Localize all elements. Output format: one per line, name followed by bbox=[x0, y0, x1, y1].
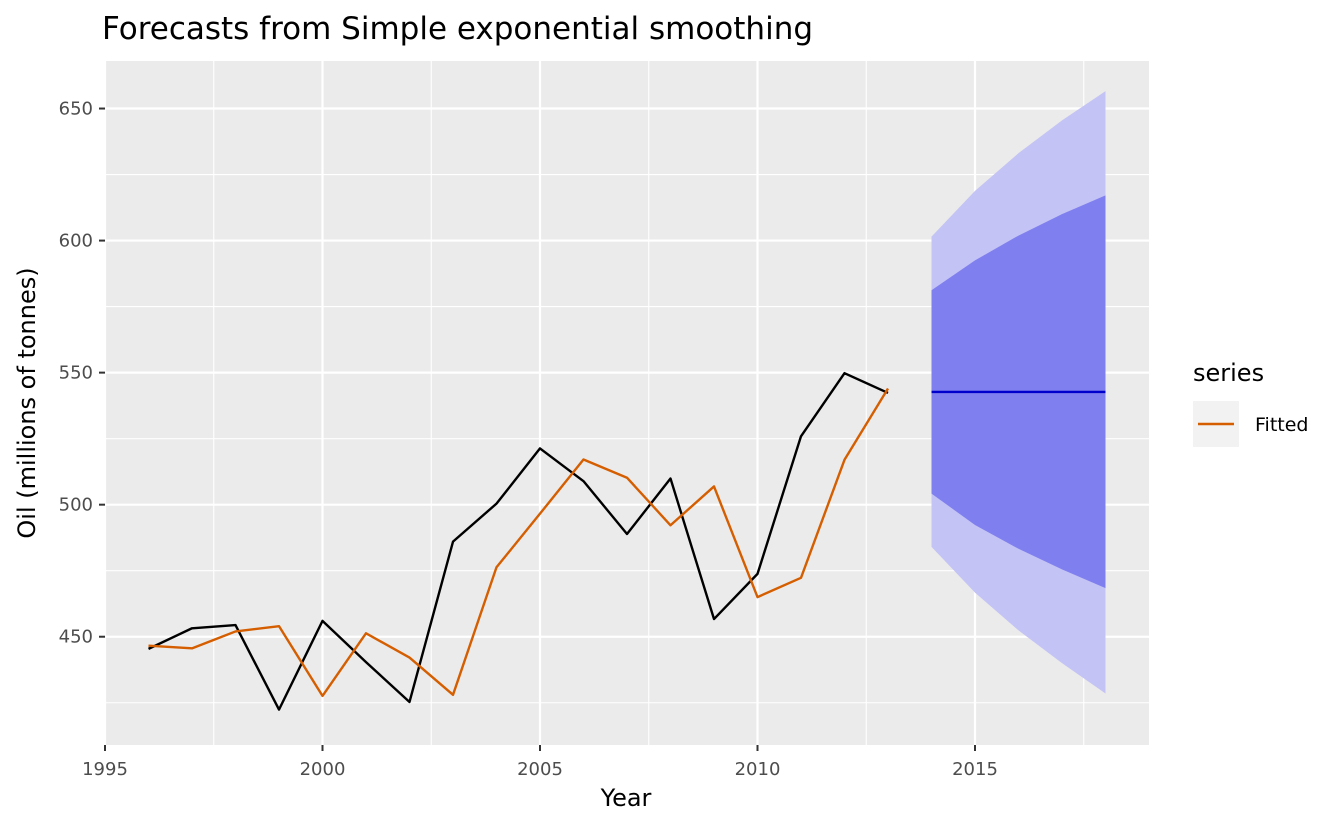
y-tick-label: 550 bbox=[59, 363, 93, 384]
series-line-fitted bbox=[148, 387, 890, 698]
legend: series Fitted bbox=[1193, 359, 1308, 447]
y-tick-label: 600 bbox=[59, 231, 93, 252]
y-tick-label: 450 bbox=[59, 627, 93, 648]
series-lines bbox=[147, 371, 890, 711]
x-tick-label: 2000 bbox=[300, 759, 346, 780]
legend-label-fitted: Fitted bbox=[1255, 414, 1308, 436]
legend-title: series bbox=[1193, 359, 1264, 387]
chart-title: Forecasts from Simple exponential smooth… bbox=[102, 11, 813, 47]
x-tick-label: 2015 bbox=[952, 759, 998, 780]
x-axis: 1995 2000 2005 2010 2015 bbox=[82, 745, 998, 780]
y-tick-label: 500 bbox=[59, 495, 93, 516]
x-tick-label: 2010 bbox=[735, 759, 781, 780]
y-axis-title: Oil (millions of tonnes) bbox=[13, 267, 41, 538]
x-tick-label: 2005 bbox=[517, 759, 563, 780]
y-axis: 450 500 550 600 650 bbox=[59, 99, 105, 648]
x-axis-title: Year bbox=[600, 784, 652, 812]
series-line-observed bbox=[147, 371, 889, 711]
y-tick-label: 650 bbox=[59, 99, 93, 120]
x-tick-label: 1995 bbox=[82, 759, 128, 780]
